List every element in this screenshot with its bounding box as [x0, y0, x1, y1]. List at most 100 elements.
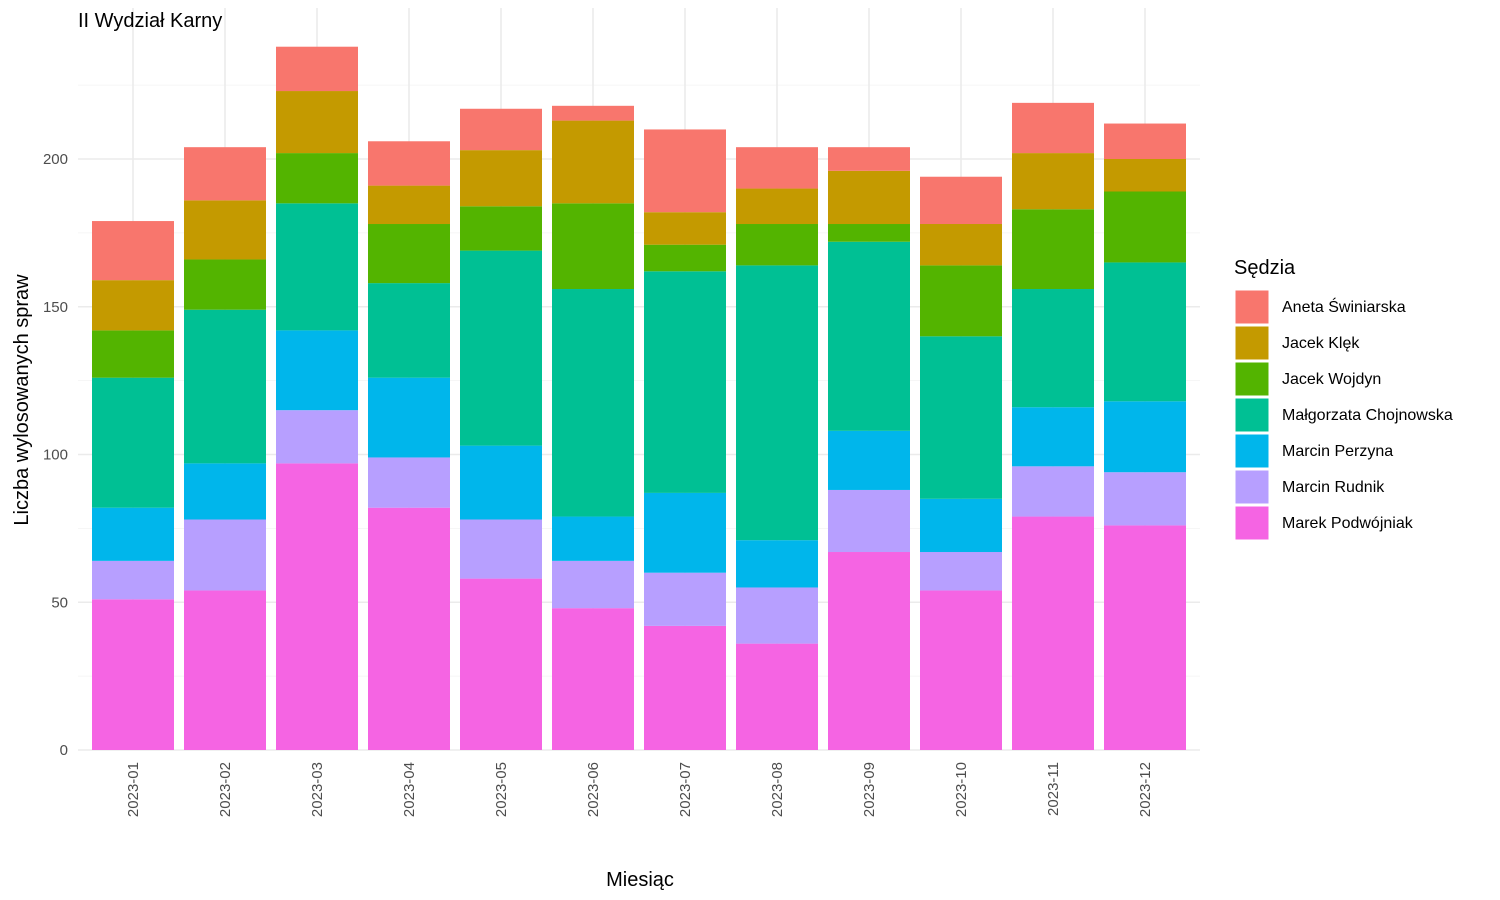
bar-segment	[552, 203, 634, 290]
x-tick-label: 2023-08	[769, 762, 786, 817]
bar-segment	[644, 271, 726, 493]
bar-segment	[828, 170, 910, 225]
bar-segment	[828, 430, 910, 490]
bar-segment	[368, 141, 450, 186]
legend-title: Sędzia	[1234, 257, 1296, 279]
bar-segment	[644, 244, 726, 272]
bar-segment	[368, 457, 450, 508]
legend-label: Marcin Rudnik	[1282, 479, 1385, 496]
bar-segment	[920, 176, 1002, 225]
bar-segment	[92, 560, 174, 600]
bar-segment	[1012, 466, 1094, 517]
bar-segment	[828, 224, 910, 242]
x-tick-label: 2023-04	[401, 762, 418, 817]
bar-segment	[184, 259, 266, 310]
bar-segment	[460, 578, 542, 750]
bar-segment	[276, 91, 358, 154]
legend-swatch	[1234, 289, 1270, 325]
bar-segment	[184, 147, 266, 201]
bar-segment	[460, 206, 542, 251]
x-tick-label: 2023-01	[125, 762, 142, 817]
legend-swatch	[1234, 397, 1270, 433]
bar-segment	[552, 120, 634, 204]
bar-segment	[368, 224, 450, 284]
bar-segment	[920, 498, 1002, 553]
bar-segment	[92, 330, 174, 378]
bar-segment	[368, 507, 450, 750]
legend-items: Aneta Świniarska Jacek Klęk Jacek Wojdyn Ma…	[1234, 289, 1453, 541]
bar-segment	[552, 516, 634, 561]
legend-swatch	[1234, 505, 1270, 541]
bar-segment	[920, 265, 1002, 337]
x-tick-label: 2023-12	[1137, 762, 1154, 817]
bar-segment	[460, 108, 542, 151]
bar-segment	[1012, 102, 1094, 154]
bar-segment	[644, 492, 726, 573]
bar-segment	[828, 489, 910, 553]
bar-segment	[276, 330, 358, 411]
x-tick-label: 2023-09	[861, 762, 878, 817]
bar-segment	[368, 283, 450, 378]
bar-segment	[736, 147, 818, 189]
bar-segment	[644, 212, 726, 245]
bar-segment	[644, 625, 726, 750]
y-axis-ticks: 0 50 100 150 200	[43, 151, 68, 759]
bars	[92, 46, 1186, 750]
bar-segment	[736, 587, 818, 644]
bar-segment	[552, 560, 634, 609]
bar-segment	[368, 185, 450, 225]
bar-segment	[1104, 401, 1186, 473]
legend-swatch	[1234, 325, 1270, 361]
x-tick-label: 2023-10	[953, 762, 970, 817]
bar-segment	[1012, 209, 1094, 290]
bar-segment	[1104, 123, 1186, 159]
x-tick-label: 2023-03	[309, 762, 326, 817]
legend-label: Jacek Klęk	[1282, 335, 1360, 352]
legend-label: Małgorzata Chojnowska	[1282, 407, 1453, 424]
bar-segment	[460, 519, 542, 579]
x-tick-label: 2023-02	[217, 762, 234, 817]
bar-segment	[644, 129, 726, 213]
bar-segment	[276, 46, 358, 92]
bar-segment	[828, 147, 910, 171]
bar-segment	[368, 377, 450, 458]
y-tick-label: 50	[51, 594, 68, 611]
bar-segment	[276, 410, 358, 464]
bar-segment	[1012, 407, 1094, 467]
bar-segment	[736, 540, 818, 588]
bar-segment	[460, 150, 542, 207]
legend-label: Aneta Świniarska	[1282, 297, 1406, 316]
x-tick-label: 2023-07	[677, 762, 694, 817]
bar-segment	[184, 200, 266, 260]
bar-segment	[1104, 262, 1186, 402]
y-tick-label: 150	[43, 299, 68, 316]
y-tick-label: 0	[60, 742, 68, 759]
legend-label: Marek Podwójniak	[1282, 515, 1414, 532]
bar-segment	[920, 590, 1002, 750]
y-tick-label: 200	[43, 151, 68, 168]
bar-segment	[92, 221, 174, 281]
bar-segment	[460, 445, 542, 520]
bar-segment	[276, 463, 358, 750]
legend-swatch	[1234, 469, 1270, 505]
bar-segment	[736, 643, 818, 750]
bar-segment	[1104, 472, 1186, 526]
legend-swatch	[1234, 361, 1270, 397]
x-axis-ticks: 2023-01 2023-02 2023-03 2023-04 2023-05 2023-…	[125, 762, 1154, 817]
bar-segment	[552, 289, 634, 517]
legend-label: Jacek Wojdyn	[1282, 371, 1381, 388]
bar-segment	[1012, 153, 1094, 210]
legend: Sędzia Aneta Świniarska Jacek Klęk Jacek W…	[1234, 257, 1453, 541]
chart-title: II Wydział Karny	[78, 10, 222, 32]
bar-segment	[736, 188, 818, 225]
bar-segment	[276, 153, 358, 204]
bar-segment	[828, 241, 910, 431]
bar-segment	[460, 250, 542, 446]
x-tick-label: 2023-06	[585, 762, 602, 817]
bar-segment	[184, 590, 266, 750]
bar-segment	[184, 519, 266, 591]
bar-segment	[920, 336, 1002, 499]
bar-segment	[736, 224, 818, 266]
bar-segment	[1104, 525, 1186, 750]
x-axis-title: Miesiąc	[606, 869, 674, 891]
